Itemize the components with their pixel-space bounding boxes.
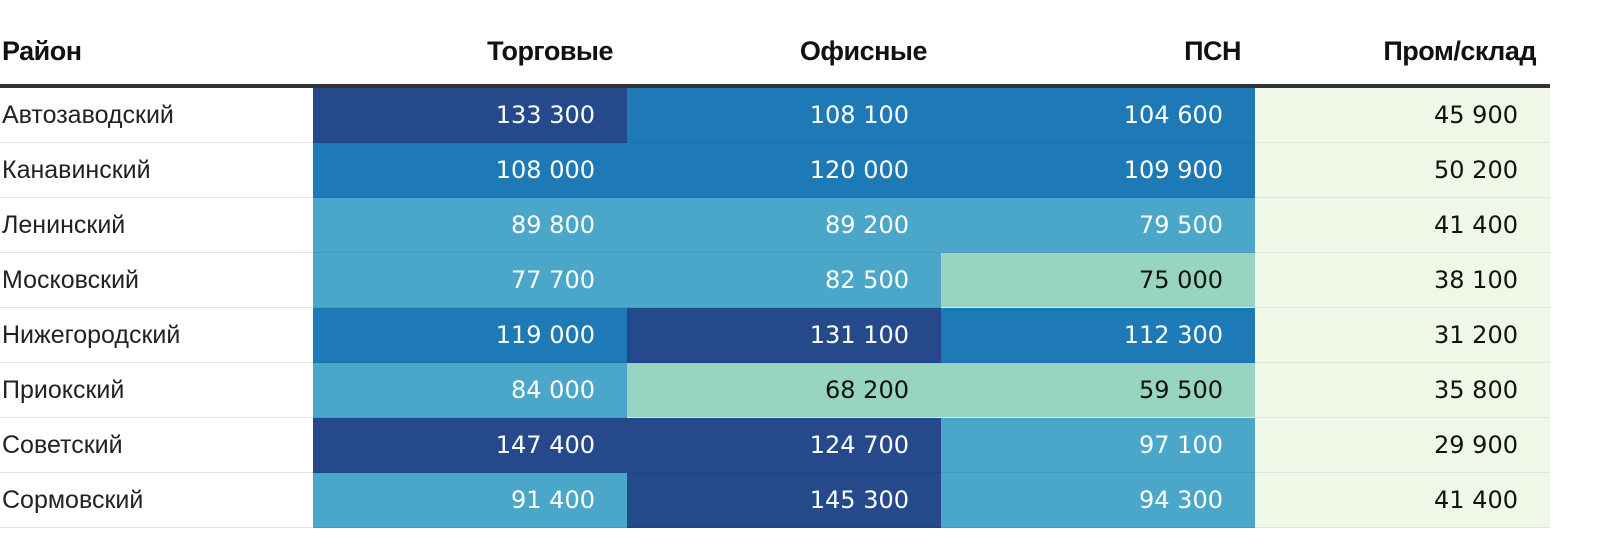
- heatmap-cell: 38 100: [1255, 252, 1550, 308]
- district-name: Автозаводский: [0, 86, 313, 143]
- district-name: Приокский: [0, 362, 313, 418]
- heatmap-cell: 104 600: [941, 86, 1255, 143]
- heatmap-cell: 45 900: [1255, 86, 1550, 143]
- heatmap-cell: 133 300: [313, 86, 627, 143]
- district-name: Канавинский: [0, 142, 313, 198]
- heatmap-cell: 35 800: [1255, 362, 1550, 418]
- column-header[interactable]: Офисные: [627, 18, 941, 88]
- table-row: Московский 77 700 82 500 75 000 38 100: [0, 252, 1550, 308]
- district-name: Московский: [0, 252, 313, 308]
- heatmap-cell: 119 000: [313, 307, 627, 363]
- heatmap-cell: 29 900: [1255, 417, 1550, 473]
- heatmap-cell: 120 000: [627, 142, 941, 198]
- heatmap-cell: 50 200: [1255, 142, 1550, 198]
- table-row: Сормовский 91 400 145 300 94 300 41 400: [0, 472, 1550, 528]
- heatmap-cell: 68 200: [627, 362, 941, 418]
- heatmap-cell: 41 400: [1255, 472, 1550, 528]
- table-row: Ленинский 89 800 89 200 79 500 41 400: [0, 197, 1550, 253]
- heatmap-cell: 82 500: [627, 252, 941, 308]
- table-row: Советский 147 400 124 700 97 100 29 900: [0, 417, 1550, 473]
- heatmap-cell: 75 000: [941, 252, 1255, 308]
- table-row: Приокский 84 000 68 200 59 500 35 800: [0, 362, 1550, 418]
- heatmap-cell: 97 100: [941, 417, 1255, 473]
- column-header[interactable]: Район: [0, 18, 313, 88]
- district-name: Нижегородский: [0, 307, 313, 363]
- heatmap-cell: 89 200: [627, 197, 941, 253]
- heatmap-cell: 77 700: [313, 252, 627, 308]
- heatmap-cell: 108 100: [627, 86, 941, 143]
- heatmap-cell: 131 100: [627, 307, 941, 363]
- heatmap-cell: 124 700: [627, 417, 941, 473]
- heatmap-cell: 108 000: [313, 142, 627, 198]
- column-header[interactable]: ПСН: [941, 18, 1255, 88]
- heatmap-table: Район Торговые Офисные ПСН Пром/склад Автоза…: [0, 18, 1550, 528]
- heatmap-cell: 59 500: [941, 362, 1255, 418]
- district-name: Сормовский: [0, 472, 313, 528]
- heatmap-cell: 94 300: [941, 472, 1255, 528]
- heatmap-cell: 147 400: [313, 417, 627, 473]
- heatmap-cell: 145 300: [627, 472, 941, 528]
- table-row: Канавинский 108 000 120 000 109 900 50 200: [0, 142, 1550, 198]
- heatmap-cell: 109 900: [941, 142, 1255, 198]
- district-name: Ленинский: [0, 197, 313, 253]
- heatmap-cell: 79 500: [941, 197, 1255, 253]
- heatmap-cell: 91 400: [313, 472, 627, 528]
- heatmap-cell: 84 000: [313, 362, 627, 418]
- column-header[interactable]: Торговые: [313, 18, 627, 88]
- heatmap-cell: 31 200: [1255, 307, 1550, 363]
- heatmap-cell: 89 800: [313, 197, 627, 253]
- column-header[interactable]: Пром/склад: [1255, 18, 1550, 88]
- table-row: Автозаводский 133 300 108 100 104 600 45 900: [0, 86, 1550, 143]
- district-name: Советский: [0, 417, 313, 473]
- header-row: Район Торговые Офисные ПСН Пром/склад: [0, 18, 1550, 88]
- heatmap-cell: 112 300: [941, 307, 1255, 363]
- heatmap-cell: 41 400: [1255, 197, 1550, 253]
- table-row: Нижегородский 119 000 131 100 112 300 31 200: [0, 307, 1550, 363]
